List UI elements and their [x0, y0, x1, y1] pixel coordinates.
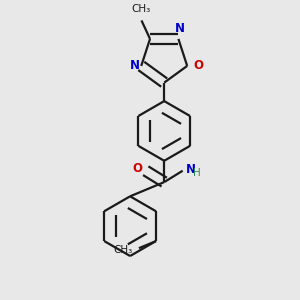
Text: H: H [194, 168, 201, 178]
Text: O: O [194, 59, 203, 72]
Text: O: O [133, 162, 143, 175]
Text: N: N [130, 59, 140, 72]
Text: N: N [186, 163, 196, 176]
Text: N: N [175, 22, 185, 35]
Text: CH₃: CH₃ [132, 4, 151, 14]
Text: CH₃: CH₃ [113, 245, 133, 256]
